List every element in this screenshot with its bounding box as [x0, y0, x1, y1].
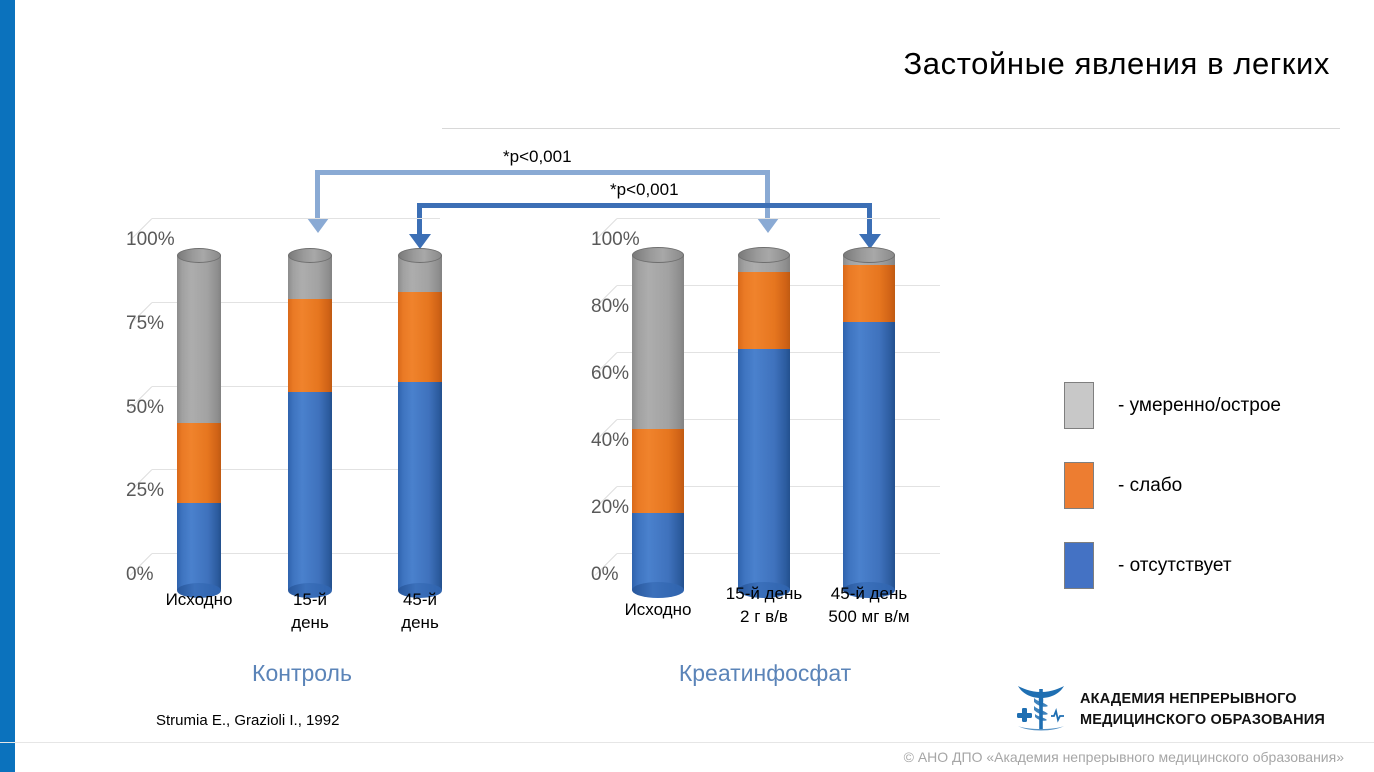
bar-column[interactable] [843, 247, 895, 598]
category-label-line-1: Исходно [624, 600, 692, 619]
bar-column[interactable] [177, 247, 221, 598]
x-axis-category-label: 15-й день 2 г в/в [708, 583, 820, 629]
title-divider [442, 128, 1340, 129]
bracket-2-horizontal-bar [417, 203, 872, 208]
bar-segment--слабо[interactable] [177, 422, 221, 503]
left-accent-stripe [0, 0, 15, 772]
bar-segment--слабо[interactable] [398, 291, 442, 383]
pvalue-label-2: *p<0,001 [610, 180, 679, 199]
cylinder-bottom-cap [843, 582, 895, 598]
bar-segment--отсутствует[interactable] [632, 512, 684, 590]
group-title-creatine-phosphate: Креатинфосфат [678, 660, 852, 686]
copyright-footer: © АНО ДПО «Академия непрерывного медицин… [903, 749, 1344, 765]
bar-column[interactable] [398, 247, 442, 598]
cylinder-top-cap [632, 247, 684, 263]
bar-segment--отсутствует[interactable] [843, 322, 895, 590]
caduceus-icon [1008, 686, 1074, 734]
category-label-line-2: день [291, 612, 329, 632]
group-title-control: Контроль [252, 660, 352, 686]
bar-segment--умеренно-острое[interactable] [177, 255, 221, 423]
bracket-1-right-arrowhead-icon [757, 218, 779, 233]
legend-label-moderate-acute: - умеренно/острое [1118, 395, 1281, 416]
category-label-line-2: 2 г в/в [740, 606, 788, 626]
gridline [617, 218, 940, 219]
x-axis-category-label: Исходно [602, 599, 714, 622]
chart-control: 0% 25% 50% 75% 100% Исходно 15-й день 45-й день [126, 218, 470, 632]
bar-segment--слабо[interactable] [738, 271, 790, 349]
bracket-1-horizontal-bar [315, 170, 770, 175]
cylinder-top-cap [177, 247, 221, 263]
bar-segment--слабо[interactable] [632, 429, 684, 513]
bracket-1-left-stem [315, 170, 320, 222]
legend-swatch-moderate-acute [1064, 382, 1094, 429]
bracket-2-left-arrowhead-icon [409, 234, 431, 249]
source-citation: Strumia E., Grazioli I., 1992 [156, 712, 340, 729]
x-axis-category-label: Исходно [151, 589, 247, 612]
gridline [152, 218, 440, 219]
bar-column[interactable] [632, 247, 684, 598]
bracket-2-right-arrowhead-icon [859, 234, 881, 249]
chart-creatine-phosphate: 0% 20% 40% 60% 80% 100% Исходно 15-й день 2 г в/… [591, 218, 945, 626]
category-label-line-1: 45-й [402, 590, 438, 609]
logo-text: АКАДЕМИЯ НЕПРЕРЫВНОГО МЕДИЦИНСКОГО ОБРАЗ… [1080, 689, 1325, 730]
cylinder-bottom-cap [632, 582, 684, 598]
cylinder-bottom-cap [398, 582, 442, 598]
category-label-line-2: день [401, 612, 439, 632]
logo-text-line-1: АКАДЕМИЯ НЕПРЕРЫВНОГО [1080, 691, 1297, 707]
cylinder-bottom-cap [177, 582, 221, 598]
cylinder-bottom-cap [288, 582, 332, 598]
legend-label-absent: - отсутствует [1118, 555, 1232, 576]
cylinder-bottom-cap [738, 582, 790, 598]
bar-segment--слабо[interactable] [843, 265, 895, 322]
category-label-line-1: 15-й [292, 590, 328, 609]
bracket-2-right-stem [867, 203, 872, 238]
page-title: Застойные явления в легких [903, 46, 1330, 81]
x-axis-category-label: 45-й день [372, 589, 468, 635]
x-axis-category-label: 45-й день 500 мг в/м [813, 583, 925, 629]
cylinder-top-cap [398, 247, 442, 263]
category-label-line-1: Исходно [165, 590, 233, 609]
bar-segment--отсутствует[interactable] [288, 392, 332, 590]
bar-segment--отсутствует[interactable] [177, 502, 221, 590]
bar-segment--отсутствует[interactable] [738, 348, 790, 590]
bar-column[interactable] [738, 247, 790, 598]
bracket-2-left-stem [417, 203, 422, 238]
x-axis-category-label: 15-й день [262, 589, 358, 635]
plot-area-creatine-phosphate: 0% 20% 40% 60% 80% 100% Исходно 15-й день 2 г в/… [591, 218, 945, 626]
legend-label-mild: - слабо [1118, 475, 1183, 496]
bracket-1-right-stem [765, 170, 770, 222]
plot-area-control: 0% 25% 50% 75% 100% Исходно 15-й день 45-й день [126, 218, 470, 632]
bar-column[interactable] [288, 247, 332, 598]
footer-divider [0, 742, 1374, 743]
bar-segment--слабо[interactable] [288, 298, 332, 393]
legend-swatch-mild [1064, 462, 1094, 509]
cylinder-top-cap [288, 247, 332, 263]
cylinder-top-cap [843, 247, 895, 263]
category-label-line-1: 45-й день [830, 584, 908, 603]
category-label-line-2: 500 мг в/м [828, 606, 910, 626]
cylinder-top-cap [738, 247, 790, 263]
category-label-line-1: 15-й день [725, 584, 803, 603]
bracket-1-left-arrowhead-icon [307, 218, 329, 233]
legend-swatch-absent [1064, 542, 1094, 589]
bar-segment--отсутствует[interactable] [398, 382, 442, 590]
logo-text-line-2: МЕДИЦИНСКОГО ОБРАЗОВАНИЯ [1080, 711, 1325, 728]
bar-segment--умеренно-острое[interactable] [632, 255, 684, 430]
pvalue-label-1: *p<0,001 [503, 147, 572, 166]
